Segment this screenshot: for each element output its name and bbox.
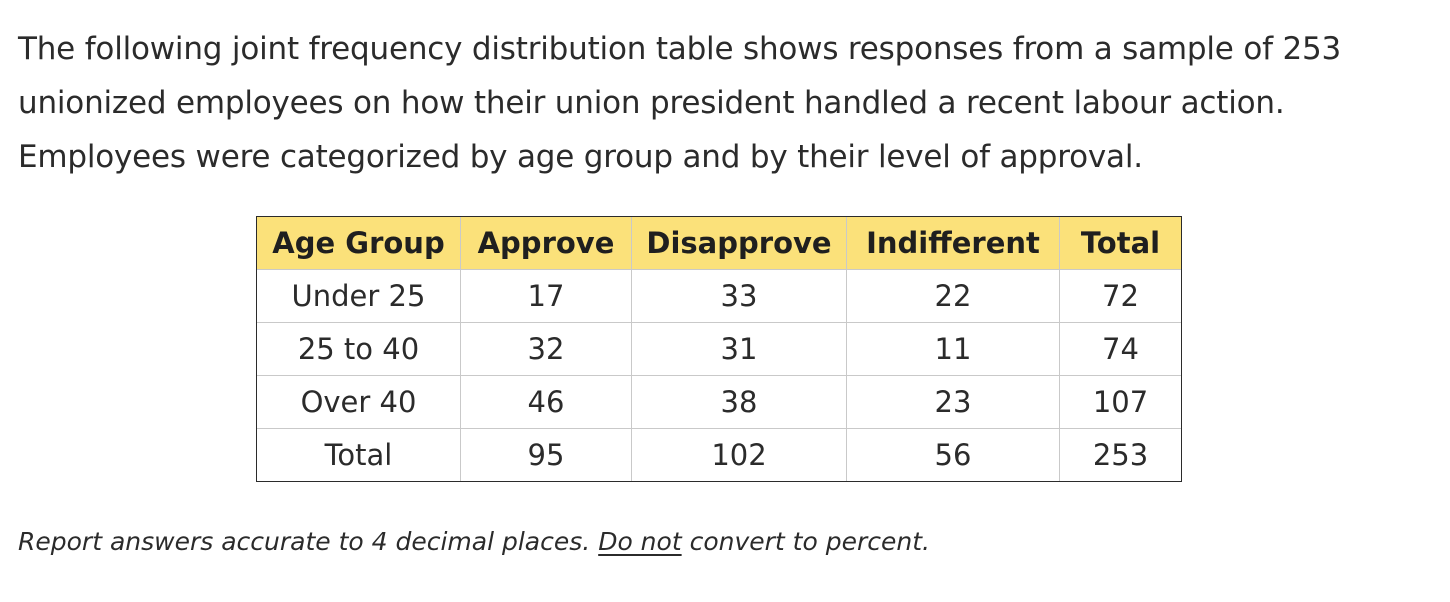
header-indifferent: Indifferent [846, 216, 1060, 270]
cell-total: 107 [1059, 375, 1182, 429]
cell-total: 72 [1059, 269, 1182, 323]
table-row: 25 to 40 32 31 11 74 [256, 322, 1182, 376]
header-approve: Approve [460, 216, 632, 270]
cell-indifferent: 11 [846, 322, 1060, 376]
table-row: Under 25 17 33 22 72 [256, 269, 1182, 323]
intro-line-1: The following joint frequency distributi… [18, 31, 1342, 67]
table-row: Over 40 46 38 23 107 [256, 375, 1182, 429]
row-label: Over 40 [256, 375, 461, 429]
cell-total: 253 [1059, 428, 1182, 482]
note-text-start: Report answers accurate to 4 decimal pla… [18, 527, 599, 556]
cell-indifferent: 23 [846, 375, 1060, 429]
intro-line-3: Employees were categorized by age group … [18, 139, 1143, 175]
cell-approve: 32 [460, 322, 632, 376]
problem-intro: The following joint frequency distributi… [18, 22, 1428, 184]
cell-disapprove: 31 [631, 322, 847, 376]
cell-disapprove: 38 [631, 375, 847, 429]
cell-total: 74 [1059, 322, 1182, 376]
header-total: Total [1059, 216, 1182, 270]
row-label: Under 25 [256, 269, 461, 323]
table-row-total: Total 95 102 56 253 [256, 428, 1182, 482]
table-header-row: Age Group Approve Disapprove Indifferent… [256, 216, 1182, 270]
joint-frequency-table: Age Group Approve Disapprove Indifferent… [256, 216, 1182, 482]
header-age-group: Age Group [256, 216, 461, 270]
instruction-note: Report answers accurate to 4 decimal pla… [18, 527, 930, 556]
row-label: Total [256, 428, 461, 482]
cell-disapprove: 102 [631, 428, 847, 482]
note-text-end: convert to percent. [681, 527, 930, 556]
cell-approve: 46 [460, 375, 632, 429]
note-emphasis: Do not [598, 527, 682, 556]
cell-approve: 17 [460, 269, 632, 323]
cell-approve: 95 [460, 428, 632, 482]
cell-indifferent: 22 [846, 269, 1060, 323]
row-label: 25 to 40 [256, 322, 461, 376]
intro-line-2: unionized employees on how their union p… [18, 85, 1285, 121]
cell-disapprove: 33 [631, 269, 847, 323]
header-disapprove: Disapprove [631, 216, 847, 270]
cell-indifferent: 56 [846, 428, 1060, 482]
